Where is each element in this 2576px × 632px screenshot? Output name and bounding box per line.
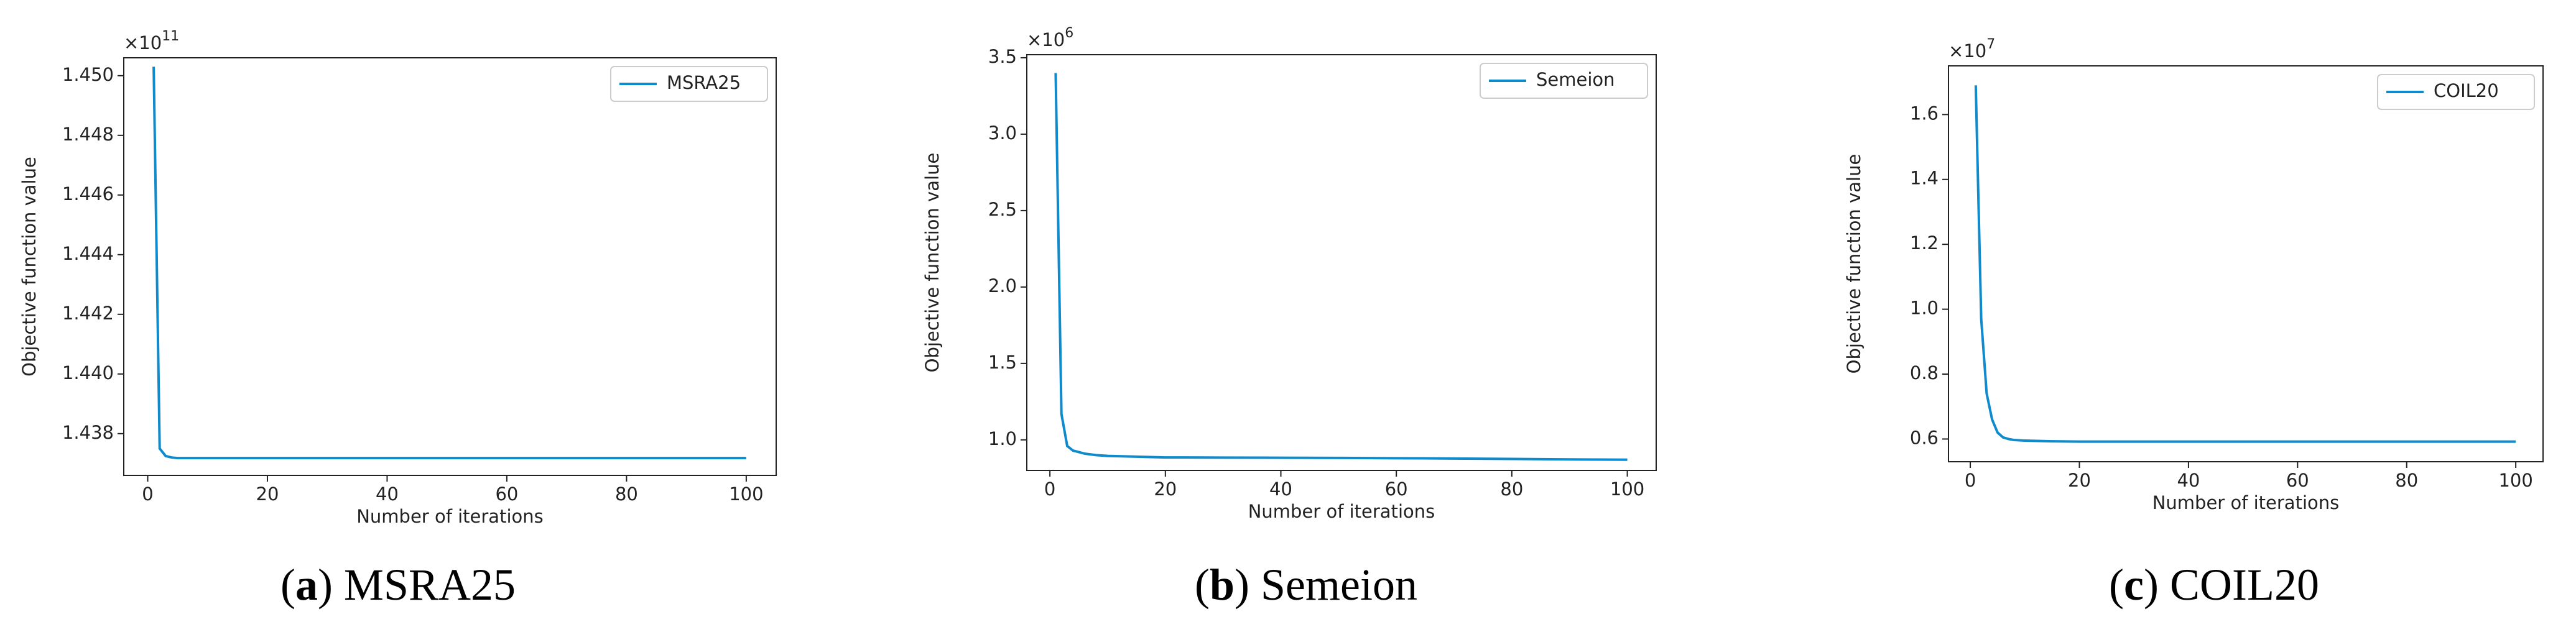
- offset-label: ×106: [1027, 25, 1073, 50]
- x-tick-label: 80: [615, 483, 638, 505]
- offset-exponent: 6: [1065, 25, 1073, 41]
- plot-frame: [1026, 54, 1657, 471]
- offset-base: ×10: [1948, 40, 1986, 62]
- y-tick-label: 1.442: [62, 303, 114, 324]
- caption-part: (: [2109, 560, 2124, 610]
- data-line: [1054, 73, 1628, 461]
- y-tick-label: 1.444: [62, 243, 114, 264]
- y-tick-label: 1.450: [62, 64, 114, 85]
- y-tick-label: 2.0: [988, 275, 1017, 296]
- plot-frame: [1948, 65, 2544, 462]
- x-tick-label: 80: [2395, 470, 2418, 491]
- x-tick-label: 20: [2068, 470, 2091, 491]
- caption-part: (: [1195, 560, 1210, 610]
- y-axis-label: Objective function value: [1843, 154, 1865, 374]
- x-tick-label: 20: [1154, 479, 1177, 500]
- x-tick-label: 20: [256, 483, 279, 505]
- offset-base: ×10: [1027, 29, 1065, 50]
- x-tick-label: 40: [376, 483, 399, 505]
- y-tick-label: 1.6: [1910, 103, 1939, 124]
- legend-label: Semeion: [1536, 69, 1615, 90]
- x-tick-label: 40: [1269, 479, 1292, 500]
- chart: 0 20 40 60 80 100 1.0 1.5 2.0 2.5 3.0 3.5 Number of …: [922, 25, 1657, 610]
- y-tick-label: 1.4: [1910, 168, 1939, 189]
- y-tick-label: 0.8: [1910, 362, 1939, 383]
- legend-box: [2377, 74, 2535, 110]
- chart: 0 20 40 60 80 100 0.6 0.8 1.0 1.2 1.4 1.6 Number of …: [1843, 37, 2544, 610]
- x-tick-label: 60: [1385, 479, 1408, 500]
- x-tick-label: 40: [2177, 470, 2200, 491]
- x-axis-label: Number of iterations: [2152, 492, 2340, 513]
- y-tick-label: 1.2: [1910, 232, 1939, 254]
- offset-exponent: 7: [1986, 37, 1995, 52]
- y-tick-label: 1.440: [62, 362, 114, 383]
- caption: (c) COIL20: [2109, 560, 2319, 610]
- plot-frame: [123, 57, 777, 476]
- y-tick-label: 1.0: [1910, 298, 1939, 319]
- y-tick-label: 1.448: [62, 124, 114, 145]
- x-tick-label: 0: [142, 483, 153, 505]
- offset-label: ×107: [1948, 37, 1995, 62]
- x-tick-label: 100: [729, 483, 763, 505]
- y-tick-label: 1.446: [62, 183, 114, 204]
- x-tick-label: 0: [1044, 479, 1055, 500]
- x-axis-label: Number of iterations: [356, 506, 544, 527]
- x-tick-label: 100: [2498, 470, 2532, 491]
- chart: 0 20 40 60 80 100 1.438 1.440 1.442 1.444 1.446 1.4…: [19, 29, 777, 610]
- offset-base: ×10: [124, 32, 162, 53]
- y-axis-label: Objective function value: [19, 157, 40, 377]
- x-tick-label: 80: [1500, 479, 1523, 500]
- x-tick-label: 60: [2286, 470, 2309, 491]
- y-tick-label: 1.5: [988, 352, 1017, 373]
- caption-part: c: [2124, 560, 2144, 610]
- x-tick-label: 100: [1610, 479, 1644, 500]
- caption-part: (: [280, 560, 295, 610]
- caption-part: b: [1210, 560, 1235, 610]
- y-tick-label: 1.0: [988, 428, 1017, 449]
- caption-part: ) Semeion: [1235, 560, 1417, 610]
- y-tick-label: 3.5: [988, 46, 1017, 67]
- data-line: [152, 66, 746, 460]
- y-tick-label: 0.6: [1910, 427, 1939, 448]
- caption: (a) MSRA25: [280, 560, 516, 610]
- legend-box: [610, 66, 768, 102]
- x-tick-label: 0: [1965, 470, 1976, 491]
- caption: (b) Semeion: [1195, 560, 1417, 610]
- caption-part: a: [295, 560, 318, 610]
- legend-box: [1480, 63, 1648, 99]
- x-tick-label: 60: [495, 483, 518, 505]
- offset-exponent: 11: [162, 29, 179, 44]
- caption-part: ) MSRA25: [318, 560, 516, 610]
- legend-label: MSRA25: [667, 72, 741, 93]
- caption-part: ) COIL20: [2144, 560, 2319, 610]
- legend-label: COIL20: [2434, 80, 2499, 101]
- y-axis-label: Objective function value: [922, 153, 943, 373]
- data-line: [1974, 85, 2516, 443]
- y-tick-label: 2.5: [988, 199, 1017, 220]
- offset-label: ×1011: [124, 29, 179, 53]
- y-tick-label: 3.0: [988, 122, 1017, 144]
- y-tick-label: 1.438: [62, 422, 114, 443]
- x-axis-label: Number of iterations: [1248, 501, 1435, 522]
